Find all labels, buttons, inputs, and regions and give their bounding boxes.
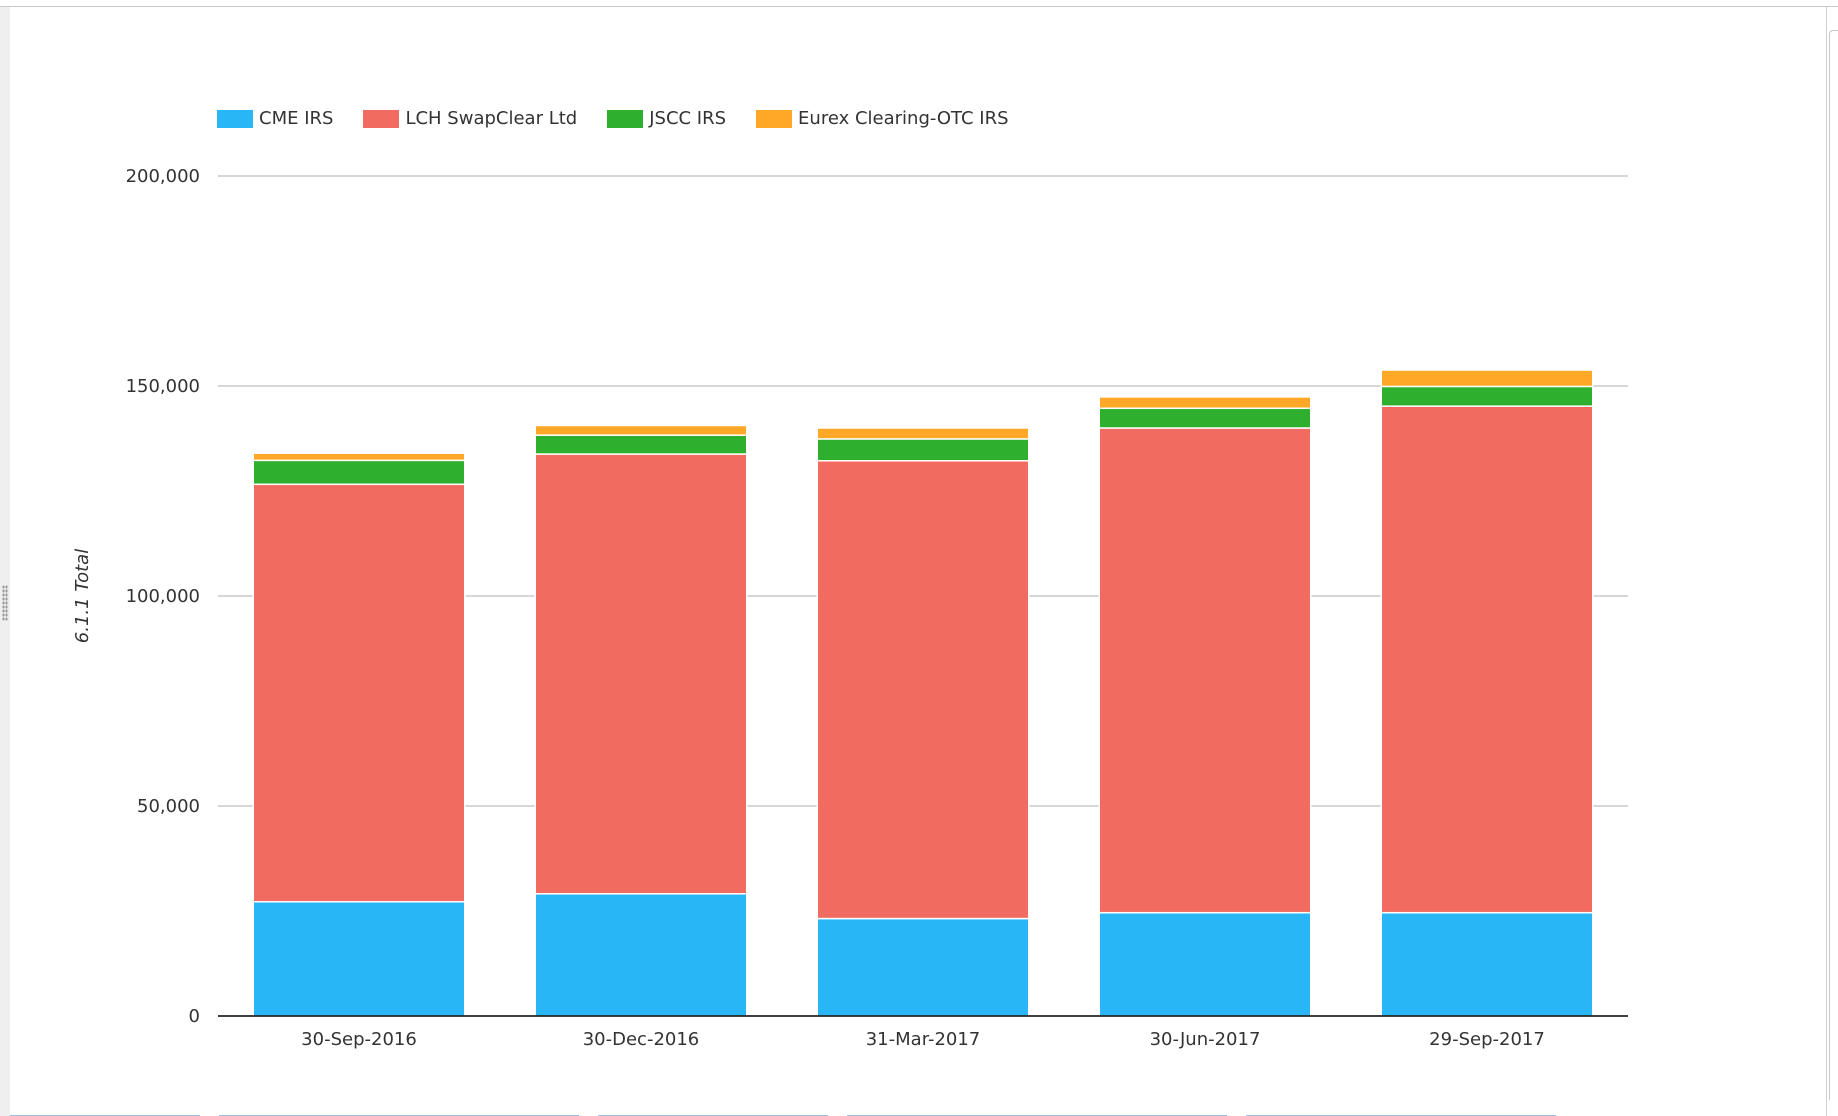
x-tick-label: 31-Mar-2017 [866, 1029, 981, 1050]
chart-legend: CME IRS LCH SwapClear Ltd JSCC IRS Eurex… [217, 108, 1039, 129]
x-tick-label: 30-Jun-2017 [1150, 1029, 1261, 1050]
bar-segment [534, 893, 748, 1017]
bar-segment [534, 453, 748, 895]
bar-segment [1380, 911, 1594, 1017]
right-panel-border [1826, 7, 1827, 1116]
y-axis-title: 6.1.1 Total [72, 549, 93, 643]
legend-item-lch[interactable]: LCH SwapClear Ltd [363, 108, 577, 129]
bar-segment [1098, 427, 1312, 914]
bar-segment [252, 901, 466, 1017]
legend-label-jscc: JSCC IRS [649, 108, 727, 129]
bar-segment [1380, 385, 1594, 407]
bar-segment [1098, 407, 1312, 429]
bar-segment [1098, 911, 1312, 1017]
legend-label-lch: LCH SwapClear Ltd [405, 108, 578, 129]
left-panel-gutter [0, 7, 10, 1116]
bar-segment [252, 483, 466, 903]
splitter-grip-icon[interactable] [2, 585, 8, 621]
bar-segment [252, 459, 466, 486]
window-top-border [0, 6, 1838, 7]
bar-segment [816, 427, 1030, 440]
x-tick-label: 30-Sep-2016 [301, 1029, 417, 1050]
legend-item-cme[interactable]: CME IRS [217, 108, 333, 129]
y-tick-label: 100,000 [126, 586, 200, 607]
bar-segment [1380, 405, 1594, 914]
bar-segment [816, 917, 1030, 1017]
y-tick-label: 0 [189, 1006, 200, 1027]
bar-segment [1380, 369, 1594, 388]
y-tick-label: 50,000 [137, 796, 200, 817]
bar-segment [252, 452, 466, 462]
bar-segment [1098, 396, 1312, 410]
bar-segment [816, 438, 1030, 462]
legend-swatch-lch [363, 109, 400, 128]
x-tick-label: 30-Dec-2016 [583, 1029, 700, 1050]
bar-segment [816, 460, 1030, 920]
vertical-scrollbar[interactable] [1829, 30, 1838, 1100]
y-tick-label: 150,000 [126, 376, 200, 397]
bar-segment [534, 424, 748, 436]
y-tick-label: 200,000 [126, 166, 200, 187]
legend-swatch-cme [217, 109, 253, 128]
legend-swatch-eurex [756, 109, 793, 128]
legend-label-cme: CME IRS [259, 108, 334, 129]
page-footer-links [10, 1105, 1820, 1116]
legend-swatch-jscc [607, 109, 644, 128]
legend-item-eurex[interactable]: Eurex Clearing-OTC IRS [756, 108, 1009, 129]
legend-label-eurex: Eurex Clearing-OTC IRS [798, 108, 1009, 129]
legend-item-jscc[interactable]: JSCC IRS [607, 108, 726, 129]
x-tick-label: 29-Sep-2017 [1429, 1029, 1545, 1050]
bar-segment [534, 434, 748, 455]
